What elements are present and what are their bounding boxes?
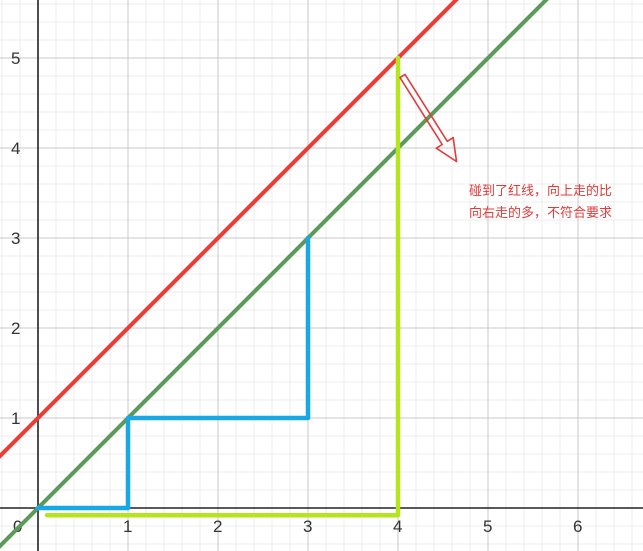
step-path-2 <box>44 55 401 518</box>
annotation: 碰到了红线，向上走的比 向右走的多，不符合要求 <box>399 73 612 221</box>
x-tick-label: 6 <box>573 517 582 536</box>
y-tick-label: 5 <box>11 49 20 68</box>
x-tick-label: 5 <box>483 517 492 536</box>
x-tick-label: 2 <box>213 517 222 536</box>
annotation-arrow <box>399 73 458 163</box>
y-tick-label: 2 <box>11 319 20 338</box>
annotation-text-line-2: 向右走的多，不符合要求 <box>469 205 612 221</box>
x-tick-label: 4 <box>393 517 402 536</box>
x-tick-label: 1 <box>123 517 132 536</box>
y-tick-label: 1 <box>11 409 20 428</box>
annotation-text-line-1: 碰到了红线，向上走的比 <box>469 183 612 199</box>
y-tick-label: 4 <box>11 139 20 158</box>
x-tick-label: 3 <box>303 517 312 536</box>
y-tick-label: 3 <box>11 229 20 248</box>
step-paths <box>35 55 401 518</box>
step-path-1 <box>35 235 311 511</box>
reference-line-1 <box>0 0 459 459</box>
